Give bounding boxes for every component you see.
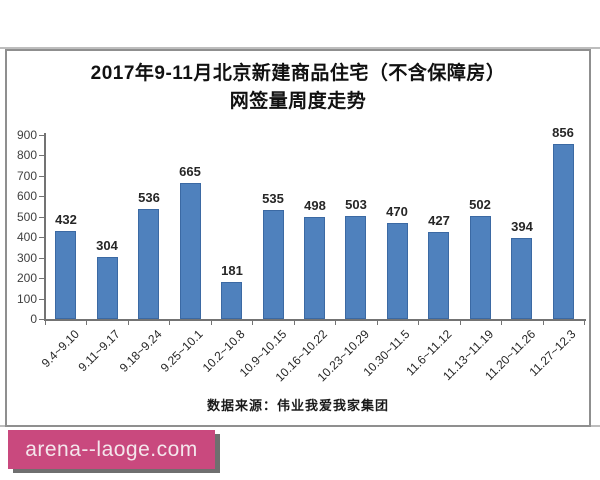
x-axis-tick xyxy=(584,321,585,325)
y-axis-tick xyxy=(39,319,44,320)
y-axis-tick-label: 800 xyxy=(16,148,37,162)
bar xyxy=(345,216,366,319)
y-axis-tick xyxy=(39,217,44,218)
x-axis-tick xyxy=(211,321,212,325)
x-axis-tick xyxy=(335,321,336,325)
bar-value-label: 665 xyxy=(179,164,201,179)
bar-value-label: 502 xyxy=(469,197,491,212)
x-axis-label: 9.25~10.1 xyxy=(158,327,206,375)
y-axis-tick-label: 500 xyxy=(16,210,37,224)
bar xyxy=(180,183,201,319)
bar-value-label: 498 xyxy=(304,198,326,213)
y-axis-tick xyxy=(39,135,44,136)
x-axis-tick xyxy=(169,321,170,325)
bar-value-label: 181 xyxy=(221,263,243,278)
y-axis-tick-label: 100 xyxy=(16,292,37,306)
chart-title-line1: 2017年9-11月北京新建商品住宅（不含保障房） xyxy=(90,63,506,84)
bar xyxy=(553,144,574,319)
chart-title-line2: 网签量周度走势 xyxy=(229,91,367,112)
chart-frame xyxy=(5,49,591,427)
bar xyxy=(97,257,118,319)
y-axis-tick-label: 600 xyxy=(16,189,37,203)
bar xyxy=(304,217,325,319)
x-axis-tick xyxy=(86,321,87,325)
bar-value-label: 503 xyxy=(345,197,367,212)
bar-value-label: 432 xyxy=(55,212,77,227)
y-axis-tick xyxy=(39,278,44,279)
x-axis-line xyxy=(44,319,586,321)
y-axis-tick-label: 200 xyxy=(16,271,37,285)
top-divider-line xyxy=(0,47,600,49)
x-axis-label: 9.18~9.24 xyxy=(117,327,165,375)
x-axis-tick xyxy=(128,321,129,325)
x-axis-label: 9.11~9.17 xyxy=(75,327,123,375)
bar xyxy=(221,282,242,319)
bar-value-label: 394 xyxy=(511,219,533,234)
y-axis-tick xyxy=(39,299,44,300)
data-source-note: 数据来源：伟业我爱我家集团 xyxy=(206,398,389,413)
x-axis-tick xyxy=(418,321,419,325)
chart-title: 2017年9-11月北京新建商品住宅（不含保障房） 网签量周度走势 xyxy=(5,60,591,116)
watermark-badge: arena--laoge.com xyxy=(8,430,215,469)
bar-value-label: 536 xyxy=(138,190,160,205)
y-axis-tick xyxy=(39,237,44,238)
y-axis-tick-label: 900 xyxy=(16,128,37,142)
y-axis-line xyxy=(44,133,46,320)
x-axis-tick xyxy=(460,321,461,325)
bar xyxy=(138,209,159,319)
y-axis-tick-label: 300 xyxy=(16,251,37,265)
x-axis-tick xyxy=(377,321,378,325)
y-axis-tick-label: 0 xyxy=(30,312,37,326)
x-axis-tick xyxy=(543,321,544,325)
bar-value-label: 856 xyxy=(552,125,574,140)
x-axis-tick xyxy=(45,321,46,325)
x-axis-tick xyxy=(501,321,502,325)
bar-value-label: 470 xyxy=(386,204,408,219)
y-axis-tick-label: 400 xyxy=(16,230,37,244)
watermark-text: arena--laoge.com xyxy=(25,438,198,461)
bar xyxy=(428,232,449,319)
bar xyxy=(55,231,76,319)
bar xyxy=(263,210,284,319)
y-axis-tick xyxy=(39,155,44,156)
bar xyxy=(511,238,532,319)
bar-value-label: 304 xyxy=(96,238,118,253)
x-axis-tick xyxy=(294,321,295,325)
bar-value-label: 535 xyxy=(262,191,284,206)
bar xyxy=(470,216,491,319)
bar xyxy=(387,223,408,319)
x-axis-tick xyxy=(252,321,253,325)
y-axis-tick-label: 700 xyxy=(16,169,37,183)
y-axis-tick xyxy=(39,196,44,197)
y-axis-tick xyxy=(39,176,44,177)
bar-value-label: 427 xyxy=(428,213,450,228)
y-axis-tick xyxy=(39,258,44,259)
